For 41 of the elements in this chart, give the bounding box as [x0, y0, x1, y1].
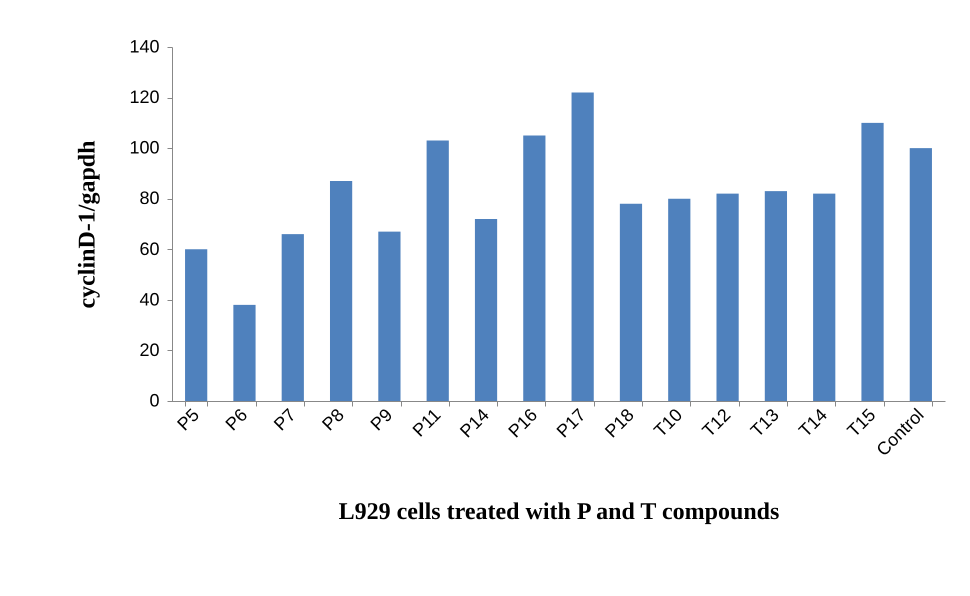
x-tick-label: P6: [222, 404, 252, 434]
x-tick-label: T13: [746, 404, 783, 441]
bar: [572, 92, 594, 401]
y-tick-label: 20: [139, 340, 160, 360]
x-tick-label: P18: [601, 404, 638, 442]
y-tick-label: 140: [129, 36, 160, 56]
bar: [668, 198, 690, 401]
bar: [282, 234, 304, 401]
y-tick-label: 80: [139, 188, 160, 208]
x-tick-label: P11: [408, 404, 445, 441]
bar: [185, 249, 208, 401]
bar: [378, 232, 401, 401]
bar: [233, 304, 256, 401]
y-tick-label: 0: [149, 390, 160, 410]
bar: [910, 148, 932, 401]
bar: [620, 204, 642, 401]
x-tick-label: P16: [504, 404, 542, 442]
y-tick-label: 100: [129, 138, 160, 158]
bar: [426, 140, 449, 401]
y-tick-label: 120: [129, 87, 160, 108]
x-tick-label: P14: [456, 404, 493, 442]
y-tick-label: 60: [139, 238, 160, 259]
x-tick-label: T10: [650, 404, 686, 441]
bar: [330, 181, 352, 401]
bar: [474, 218, 498, 401]
y-tick-label: 40: [139, 289, 160, 310]
x-tick-label: P17: [552, 404, 590, 442]
x-tick-label: P5: [173, 404, 204, 434]
bar: [861, 122, 884, 401]
x-tick-label: P8: [318, 404, 348, 434]
bar: [813, 194, 836, 401]
bar: [523, 136, 546, 401]
x-tick-label: T15: [843, 404, 880, 441]
x-tick-label: T14: [795, 404, 832, 441]
bar: [716, 194, 739, 401]
x-tick-label: P7: [270, 404, 300, 434]
bar: [764, 191, 788, 401]
y-axis-title: cyclinD-1/gapdh: [74, 140, 100, 309]
x-tick-label: P9: [366, 404, 396, 434]
x-tick-label: T12: [698, 404, 734, 441]
x-axis-title: L929 cells treated with P and T compounds: [338, 498, 780, 525]
